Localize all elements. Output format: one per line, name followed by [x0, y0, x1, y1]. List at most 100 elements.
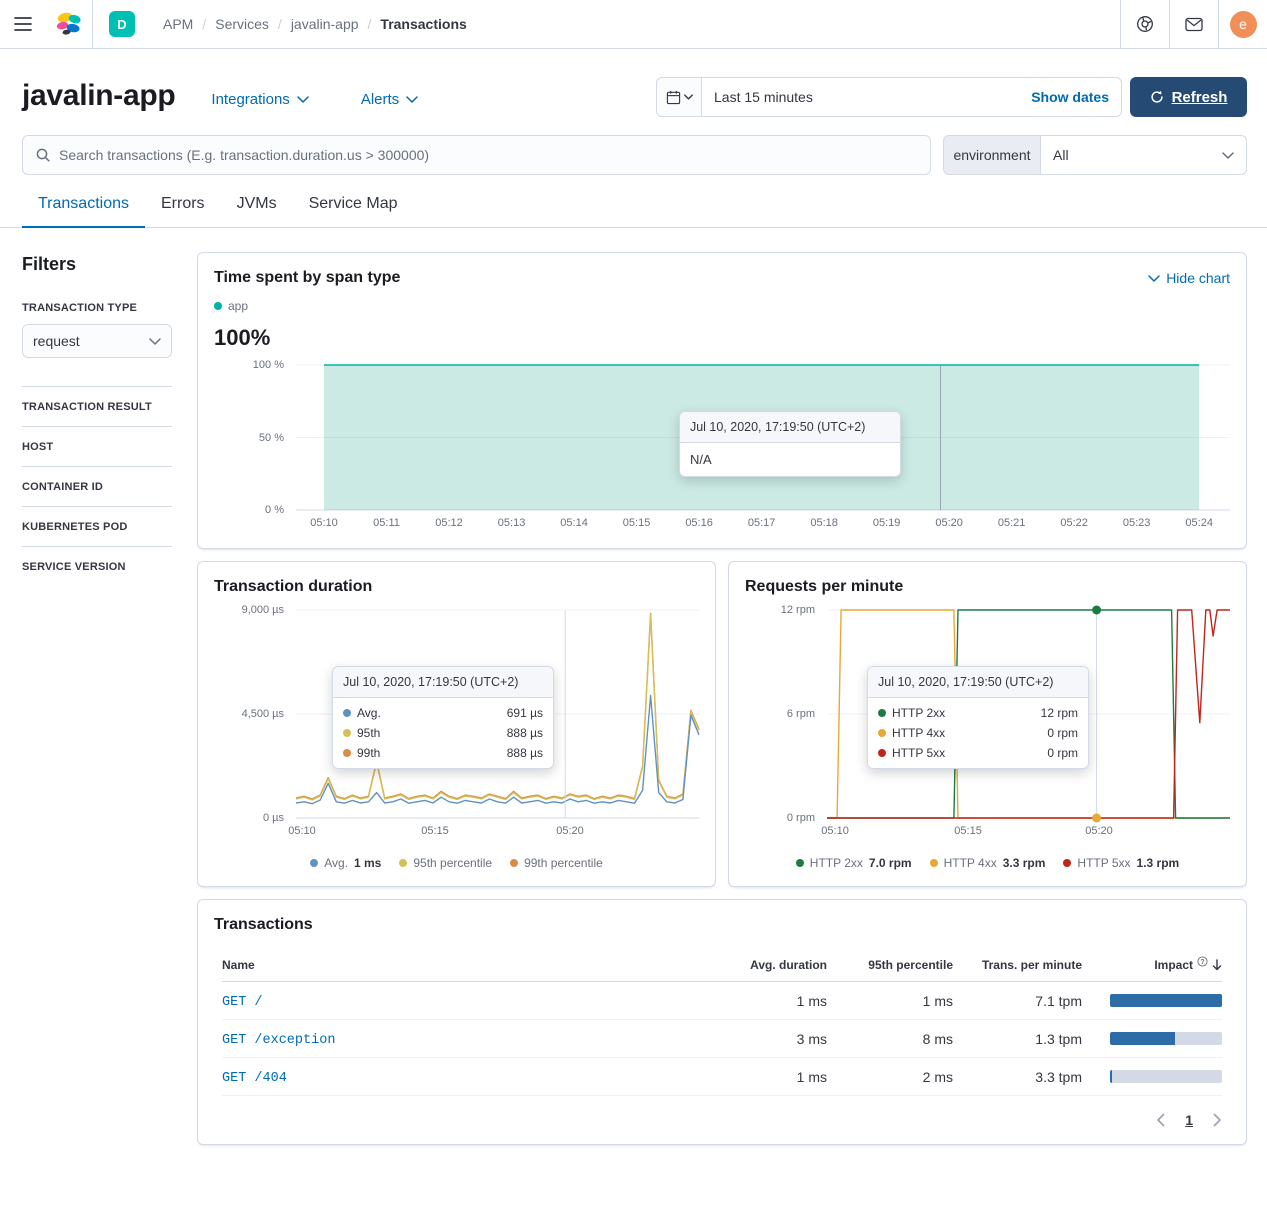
tooltip-row: 99th 888 µs — [333, 743, 553, 763]
show-dates-link[interactable]: Show dates — [1031, 89, 1109, 105]
transactions-table-title: Transactions — [214, 916, 313, 933]
pagination: 1 — [214, 1112, 1230, 1128]
time-range-field[interactable]: Last 15 minutes Show dates — [702, 77, 1122, 117]
integrations-menu[interactable]: Integrations — [211, 90, 309, 108]
transaction-link[interactable]: GET /404 — [222, 1070, 287, 1086]
topbar-divider — [92, 0, 93, 48]
transaction-type-label: TRANSACTION TYPE — [22, 302, 138, 314]
filter-section-kubernetes-pod[interactable]: KUBERNETES POD — [22, 506, 172, 546]
filter-section-host[interactable]: HOST — [22, 426, 172, 466]
help-button[interactable] — [1120, 0, 1169, 48]
tooltip-header: Jul 10, 2020, 17:19:50 (UTC+2) — [679, 412, 900, 443]
column-header-trans-per-minute[interactable]: Trans. per minute — [981, 958, 1082, 972]
x-axis-label: 05:15 — [421, 825, 449, 837]
filter-section-service-version[interactable]: SERVICE VERSION — [22, 546, 172, 586]
span-type-legend: app — [214, 299, 1230, 313]
newsfeed-button[interactable] — [1169, 0, 1218, 48]
elastic-home-button[interactable] — [46, 0, 92, 48]
alerts-menu[interactable]: Alerts — [361, 91, 418, 108]
chevron-left-icon — [1157, 1113, 1165, 1127]
y-axis-label: 50 % — [258, 431, 284, 444]
main-panel: Time spent by span type Hide chart app 1… — [197, 252, 1247, 1145]
column-header-impact[interactable]: Impact ? — [1082, 955, 1222, 972]
transaction-link[interactable]: GET /exception — [222, 1032, 336, 1048]
breadcrumb-separator: / — [367, 16, 372, 32]
breadcrumb-services[interactable]: Services — [215, 16, 269, 32]
breadcrumb-apm[interactable]: APM — [163, 16, 194, 32]
legend-item[interactable]: HTTP 5xx 1.3 rpm — [1063, 856, 1179, 870]
tooltip-value: N/A — [689, 452, 712, 467]
column-header-name[interactable]: Name — [222, 958, 255, 972]
chevron-down-icon — [149, 337, 161, 345]
integrations-label: Integrations — [211, 90, 290, 108]
legend-item[interactable]: HTTP 4xx 3.3 rpm — [929, 856, 1045, 870]
tab-errors[interactable]: Errors — [161, 195, 205, 212]
filter-section-transaction-result[interactable]: TRANSACTION RESULT — [22, 386, 172, 426]
column-header-95th-percentile[interactable]: 95th percentile — [868, 958, 953, 972]
transaction-link[interactable]: GET / — [222, 994, 263, 1010]
menu-button[interactable] — [0, 0, 46, 48]
breadcrumb-separator: / — [202, 16, 207, 32]
chevron-down-icon — [1148, 274, 1160, 282]
legend-item[interactable]: HTTP 2xx 7.0 rpm — [795, 856, 912, 870]
service-tabs: Transactions Errors JVMs Service Map — [0, 191, 1267, 228]
tab-transactions[interactable]: Transactions — [22, 191, 145, 228]
breadcrumb-service[interactable]: javalin-app — [290, 16, 359, 32]
y-axis-label: 0 % — [265, 504, 284, 516]
tab-service-map[interactable]: Service Map — [308, 195, 398, 212]
legend-dot — [929, 859, 938, 867]
date-controls: Last 15 minutes Show dates Refresh — [656, 77, 1247, 117]
space-badge[interactable]: D — [109, 11, 135, 37]
environment-filter: environment All — [943, 135, 1247, 175]
page-header: javalin-app Integrations Alerts Last 15 … — [0, 49, 1267, 125]
tab-jvms[interactable]: JVMs — [236, 195, 277, 212]
x-axis-label: 05:23 — [1122, 517, 1151, 529]
transactions-table-card: Transactions Name Avg. duration 95th per… — [197, 899, 1247, 1145]
p95-value: 8 ms — [922, 1030, 953, 1047]
x-axis-label: 05:11 — [373, 517, 400, 529]
filters-title: Filters — [22, 254, 77, 274]
x-axis-label: 05:19 — [872, 517, 901, 529]
tooltip-row: Avg. 691 µs — [333, 703, 553, 723]
legend-value: 1.3 rpm — [1136, 856, 1180, 870]
chevron-down-icon — [297, 95, 309, 103]
tpm-value: 1.3 tpm — [1035, 1030, 1082, 1047]
page-number[interactable]: 1 — [1185, 1112, 1193, 1128]
content: Filters TRANSACTION TYPE request TRANSAC… — [0, 228, 1267, 1175]
x-axis-label: 05:20 — [1085, 825, 1113, 837]
legend-item[interactable]: Avg. 1 ms — [310, 856, 381, 870]
x-axis-label: 05:10 — [310, 517, 338, 529]
x-axis-label: 05:16 — [685, 517, 713, 529]
x-axis-label: 05:10 — [288, 825, 316, 837]
chevron-down-icon — [1222, 151, 1234, 159]
tooltip-row: HTTP 5xx 0 rpm — [868, 743, 1088, 763]
tooltip-row: 95th 888 µs — [333, 723, 553, 743]
quick-select-button[interactable] — [656, 77, 702, 117]
tooltip-header: Jul 10, 2020, 17:19:50 (UTC+2) — [333, 667, 553, 698]
refresh-button[interactable]: Refresh — [1130, 77, 1247, 117]
legend-item[interactable]: app — [214, 299, 248, 313]
legend-label: HTTP 5xx — [1077, 856, 1131, 870]
legend-item[interactable]: 95th percentile — [399, 856, 492, 870]
y-axis-label: 12 rpm — [780, 604, 815, 616]
chevron-down-icon — [406, 95, 418, 103]
search-input[interactable] — [59, 147, 918, 163]
avg-duration-value: 3 ms — [796, 1030, 827, 1047]
search-box — [22, 135, 931, 175]
user-menu-button[interactable]: e — [1218, 0, 1267, 48]
refresh-icon — [1150, 90, 1163, 103]
hide-chart-link[interactable]: Hide chart — [1148, 270, 1230, 286]
page-title: javalin-app — [22, 79, 176, 112]
environment-select[interactable]: All — [1040, 135, 1247, 175]
previous-page-button[interactable] — [1156, 1113, 1165, 1127]
transaction-type-select[interactable]: request — [22, 324, 172, 358]
legend-label: app — [228, 299, 249, 313]
span-type-card: Time spent by span type Hide chart app 1… — [197, 252, 1247, 549]
column-header-avg-duration[interactable]: Avg. duration — [750, 958, 827, 972]
filter-section-container-id[interactable]: CONTAINER ID — [22, 466, 172, 506]
tooltip-header: Jul 10, 2020, 17:19:50 (UTC+2) — [868, 667, 1088, 698]
legend-item[interactable]: 99th percentile — [510, 856, 603, 870]
x-axis-label: 05:13 — [497, 517, 526, 529]
question-circle-icon: ? — [1197, 955, 1208, 967]
next-page-button[interactable] — [1213, 1113, 1222, 1127]
